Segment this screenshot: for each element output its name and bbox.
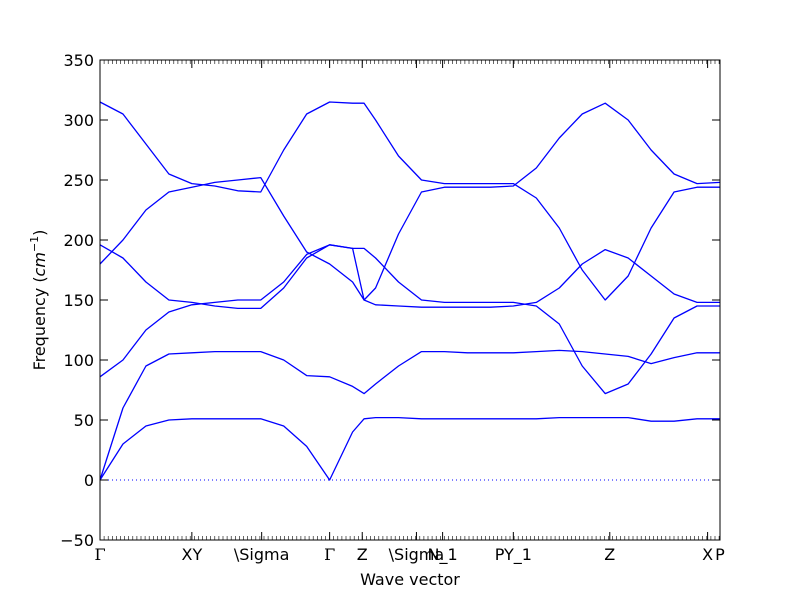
x-tick-label: Γ [94, 545, 105, 564]
y-axis-label-exponent: −1 [28, 236, 41, 252]
x-tick-label: PY_1 [495, 545, 532, 565]
y-tick-label: 250 [63, 171, 94, 190]
x-tick-label: X [702, 545, 713, 564]
x-tick-label: \Sigma [234, 545, 290, 564]
series-line-1 [99, 416, 720, 481]
x-tick-label: P [715, 545, 725, 564]
x-tick-label: N_1 [428, 545, 458, 565]
x-minor-ticks [99, 60, 720, 540]
y-tick-label: 300 [63, 111, 94, 130]
y-axis-label-math: cm [30, 252, 49, 276]
x-tick-label: Z [604, 545, 615, 564]
y-tick-label: 100 [63, 351, 94, 370]
series-line-3 [99, 244, 720, 378]
x-tick-label: XY [181, 545, 202, 564]
y-tick-label: 0 [84, 471, 94, 490]
x-tick-label: Γ [324, 545, 335, 564]
series-line-4 [99, 244, 720, 395]
y-tick-label: 350 [63, 51, 94, 70]
x-axis-label: Wave vector [360, 570, 460, 589]
y-ticks: −50 0 50 100 150 200 250 300 350 [60, 51, 720, 550]
y-axis-label-close: ) [30, 230, 49, 236]
plot-frame [99, 59, 721, 541]
series-line-2 [99, 349, 720, 481]
y-tick-label: 50 [74, 411, 94, 430]
series-group [99, 101, 721, 481]
y-tick-label: 150 [63, 291, 94, 310]
series-line-5 [99, 102, 721, 301]
y-tick-label: 200 [63, 231, 94, 250]
series-line-6 [99, 101, 720, 301]
y-axis-label: Frequency (cm−1) [28, 230, 49, 371]
y-axis-label-text: Frequency ( [30, 276, 49, 370]
y-tick-label: −50 [60, 531, 94, 550]
x-tick-label: Z [357, 545, 368, 564]
x-tick-label: \Sigma [389, 545, 445, 564]
